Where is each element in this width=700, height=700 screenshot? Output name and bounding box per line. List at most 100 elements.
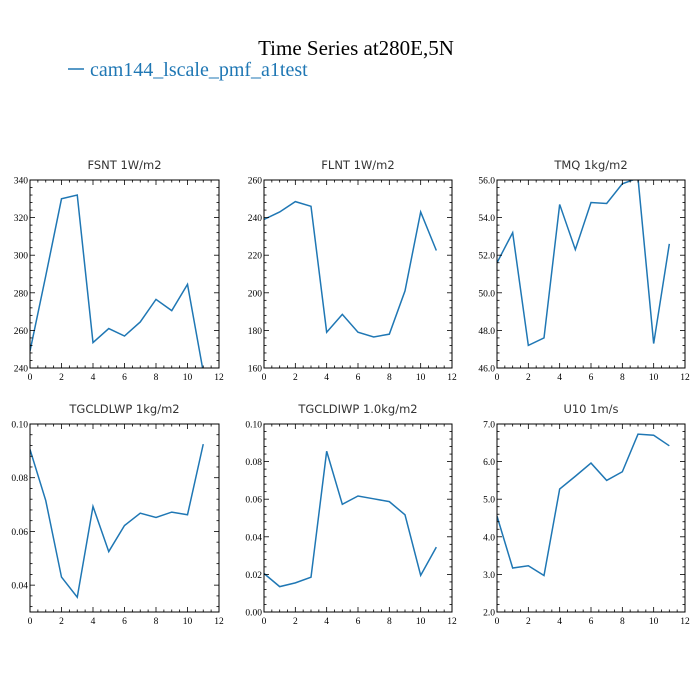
x-tick-label: 4	[557, 617, 562, 627]
y-tick-label: 0.08	[245, 458, 262, 468]
x-tick-label: 8	[620, 373, 625, 383]
x-tick-label: 0	[262, 373, 267, 383]
legend-label: cam144_lscale_pmf_a1test	[90, 59, 308, 81]
x-tick-label: 12	[214, 373, 224, 383]
x-tick-label: 0	[262, 617, 267, 627]
subplot-3: TMQ 1kg/m2 0 2 4 6 8 10 12 46.0 48.0 50.0 52.0 54.0 5…	[478, 158, 690, 383]
y-tick-label: 0.10	[11, 421, 28, 431]
y-tick-label: 3.0	[483, 571, 495, 581]
y-tick-label: 240	[14, 365, 29, 375]
series-line	[264, 200, 438, 338]
x-tick-label: 8	[154, 373, 159, 383]
y-tick-label: 56.0	[478, 177, 495, 187]
y-tick-label: 48.0	[478, 327, 495, 337]
series-line	[497, 433, 670, 577]
x-tick-label: 2	[526, 617, 531, 627]
x-tick-label: 4	[91, 617, 96, 627]
x-tick-label: 0	[495, 373, 500, 383]
y-tick-label: 0.10	[245, 421, 262, 431]
x-tick-label: 6	[589, 373, 594, 383]
x-tick-label: 12	[214, 617, 224, 627]
subplot-title: TMQ 1kg/m2	[553, 158, 627, 172]
y-tick-label: 320	[14, 214, 29, 224]
x-tick-label: 6	[356, 373, 361, 383]
y-tick-label: 54.0	[478, 214, 495, 224]
subplot-6: U10 1m/s 0 2 4 6 8 10 12 2.0 3.0 4.0 5.0 6.0 7.0	[483, 402, 690, 627]
x-tick-label: 2	[293, 617, 298, 627]
subplot-title: FLNT 1W/m2	[321, 158, 394, 172]
y-tick-label: 260	[248, 177, 263, 187]
y-tick-label: 7.0	[483, 421, 495, 431]
x-tick-label: 8	[154, 617, 159, 627]
x-tick-label: 10	[649, 617, 659, 627]
x-tick-label: 4	[91, 373, 96, 383]
series-line	[30, 443, 204, 600]
subplot-1: FSNT 1W/m2 0 2 4 6 8 10 12 240 260 280 300 320 340	[14, 158, 224, 383]
y-tick-label: 240	[248, 214, 263, 224]
subplot-title: U10 1m/s	[563, 402, 618, 416]
y-tick-label: 46.0	[478, 365, 495, 375]
x-tick-label: 10	[416, 617, 426, 627]
y-tick-label: 280	[14, 289, 29, 299]
x-tick-label: 12	[447, 373, 457, 383]
x-tick-label: 6	[122, 373, 127, 383]
x-tick-label: 10	[416, 373, 426, 383]
y-tick-label: 0.06	[245, 496, 262, 506]
x-tick-label: 0	[495, 617, 500, 627]
x-tick-label: 10	[183, 617, 193, 627]
y-tick-label: 50.0	[478, 289, 495, 299]
y-tick-label: 220	[248, 252, 263, 262]
x-tick-label: 10	[183, 373, 193, 383]
y-tick-label: 52.0	[478, 252, 495, 262]
y-tick-label: 4.0	[483, 533, 495, 543]
x-tick-label: 2	[59, 617, 64, 627]
subplot-5: TGCLDIWP 1.0kg/m2 0 2 4 6 8 10 12 0.00 0.02 0.04 0.…	[245, 402, 457, 627]
figure-title: Time Series at280E,5N	[258, 36, 454, 60]
y-tick-label: 0.00	[245, 609, 262, 619]
series-line	[30, 194, 204, 368]
x-tick-label: 2	[293, 373, 298, 383]
y-tick-label: 0.02	[245, 571, 262, 581]
x-tick-label: 6	[122, 617, 127, 627]
y-tick-label: 0.04	[11, 582, 28, 592]
figure-legend: cam144_lscale_pmf_a1test	[68, 59, 308, 81]
x-tick-label: 10	[649, 373, 659, 383]
x-tick-label: 8	[387, 617, 392, 627]
series-line	[264, 451, 437, 588]
y-tick-label: 2.0	[483, 609, 495, 619]
y-tick-label: 340	[14, 177, 29, 187]
x-tick-label: 0	[28, 373, 33, 383]
x-tick-label: 2	[526, 373, 531, 383]
x-tick-label: 12	[447, 617, 457, 627]
y-tick-label: 0.08	[11, 474, 28, 484]
subplot-4: TGCLDLWP 1kg/m2 0 2 4 6 8 10 12 0.04 0.06 0.08 0.10	[11, 402, 224, 627]
x-tick-label: 8	[387, 373, 392, 383]
subplot-2: FLNT 1W/m2 0 2 4 6 8 10 12 160 180 200 220 240 260	[248, 158, 457, 383]
y-tick-label: 300	[14, 252, 29, 262]
x-tick-label: 4	[557, 373, 562, 383]
y-tick-label: 180	[248, 327, 263, 337]
y-tick-label: 5.0	[483, 496, 495, 506]
x-tick-label: 8	[620, 617, 625, 627]
y-tick-label: 260	[14, 327, 29, 337]
subplot-title: FSNT 1W/m2	[87, 158, 161, 172]
y-tick-label: 0.04	[245, 533, 262, 543]
y-tick-label: 200	[248, 289, 263, 299]
subplot-title: TGCLDIWP 1.0kg/m2	[297, 402, 417, 416]
x-tick-label: 2	[59, 373, 64, 383]
x-tick-label: 6	[589, 617, 594, 627]
x-tick-label: 4	[324, 373, 329, 383]
x-tick-label: 12	[680, 373, 690, 383]
x-tick-label: 12	[680, 617, 690, 627]
y-tick-label: 0.06	[11, 528, 28, 538]
y-tick-label: 160	[248, 365, 263, 375]
x-tick-label: 4	[324, 617, 329, 627]
y-tick-label: 6.0	[483, 458, 495, 468]
series-line	[497, 180, 671, 347]
x-tick-label: 6	[356, 617, 361, 627]
x-tick-label: 0	[28, 617, 33, 627]
subplot-grid: FSNT 1W/m20 2 4 6 8 10 12240260280300320340FLN…	[11, 158, 690, 627]
subplot-title: TGCLDLWP 1kg/m2	[68, 402, 179, 416]
